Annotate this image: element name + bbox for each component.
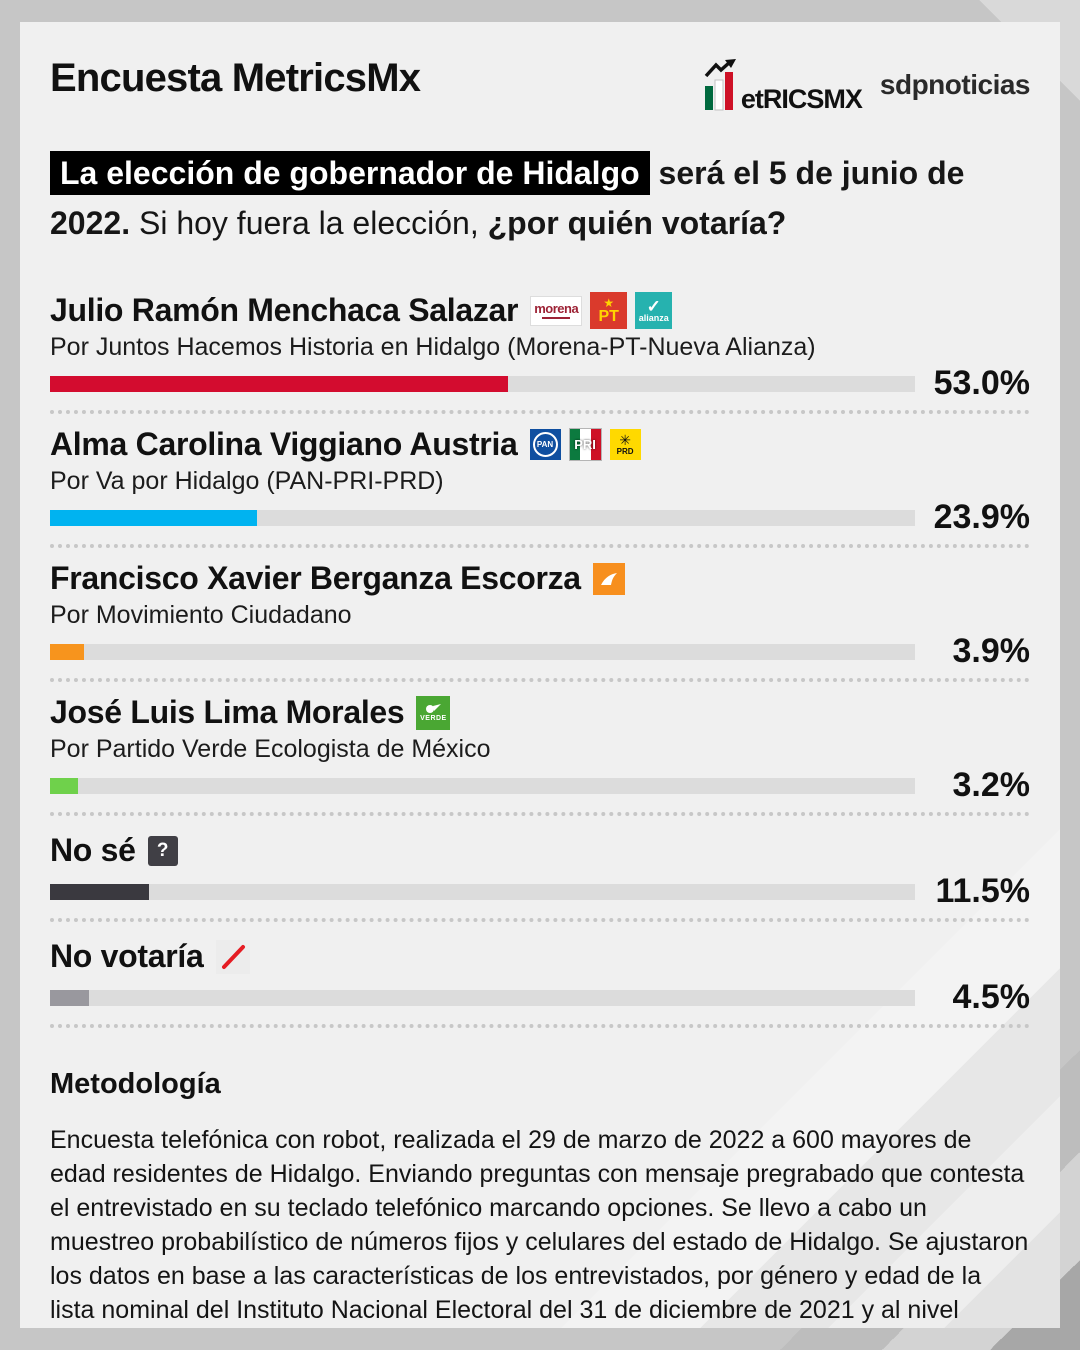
bar-track	[50, 884, 915, 900]
percentage-value: 11.5%	[935, 872, 1030, 910]
question-highlight: La elección de gobernador de Hidalgo	[50, 151, 650, 195]
slash-glyph	[221, 944, 245, 969]
sdpnoticias-logo: sdpnoticias	[879, 69, 1031, 100]
party-logos: morena ★ PT ✓ alianza	[530, 292, 673, 329]
question-bold-end: ¿por quién votaría?	[487, 205, 787, 241]
party-logos: PAN PRI ✳ PRD	[529, 428, 641, 461]
bar-track	[50, 510, 915, 526]
verde-wordmark: VERDE	[420, 714, 447, 722]
coalition-label: Por Movimiento Ciudadano	[50, 601, 352, 629]
card-corner-sheen	[480, 748, 1060, 1328]
prd-party-logo: ✳ PRD	[609, 429, 641, 460]
bar-row: 3.2%	[50, 766, 1031, 804]
morena-party-logo: morena	[530, 295, 583, 326]
candidate-name: José Luis Lima Morales	[50, 694, 405, 730]
party-logos: ?	[147, 835, 178, 866]
candidate-name-line: Alma Carolina Viggiano Austria PAN PRI ✳ PRD	[50, 426, 1030, 463]
pt-party-logo: ★ PT	[590, 292, 628, 329]
bar-row: 4.5%	[50, 978, 1031, 1016]
candidate-name-line: José Luis Lima Morales VERDE	[50, 694, 1030, 731]
metricsmx-wordmark: etRICSMX	[740, 84, 863, 114]
check-icon: ✓	[646, 296, 661, 316]
bar-fill	[50, 884, 150, 900]
bar-fill	[50, 510, 257, 526]
pan-circle-emblem: PAN	[532, 432, 558, 457]
morena-tagline-line	[542, 317, 571, 319]
bar-track	[50, 376, 915, 392]
bar-fill	[50, 990, 89, 1006]
candidate-name-line: No sé?	[50, 832, 1030, 869]
poll-content: Encuesta MetricsMx etRICSMX sdpnoticias …	[20, 22, 1060, 1328]
party-logos: VERDE	[416, 695, 451, 730]
candidate-name-line: Francisco Xavier Berganza Escorza	[50, 560, 1030, 597]
prd-wordmark: PRD	[616, 446, 634, 456]
bar-track	[50, 990, 915, 1006]
bar-row: 53.0%	[50, 364, 1030, 402]
candidate-name: Francisco Xavier Berganza Escorza	[50, 560, 581, 596]
page-title: Encuesta MetricsMx	[50, 56, 421, 100]
percentage-value: 53.0%	[933, 364, 1030, 402]
red-slash-icon	[215, 939, 250, 974]
result-row: No sé? 11.5%	[50, 816, 1030, 922]
percentage-value: 4.5%	[952, 978, 1031, 1016]
bar-track	[50, 644, 915, 660]
candidate-name: No votaría	[50, 938, 204, 974]
question-regular: Si hoy fuera la elección,	[130, 205, 488, 241]
pri-wordmark: PRI	[574, 437, 596, 452]
results-list: Julio Ramón Menchaca Salazar morena ★ PT ✓ al…	[50, 280, 1030, 1028]
partido-verde-party-logo: VERDE	[416, 695, 451, 730]
metricsmx-bars-arrow-icon	[704, 59, 736, 111]
bar-row: 3.9%	[50, 632, 1031, 670]
candidate-name: No sé	[50, 832, 136, 868]
coalition-label: Por Va por Hidalgo (PAN-PRI-PRD)	[50, 467, 444, 495]
star-icon: ★	[603, 295, 615, 310]
question-mark-icon: ?	[147, 835, 178, 866]
bar-fill	[50, 376, 509, 392]
sun-icon: ✳	[619, 431, 631, 448]
bar-row: 11.5%	[50, 872, 1030, 910]
morena-wordmark: morena	[534, 301, 579, 316]
pan-party-logo: PAN	[529, 429, 561, 460]
result-row: José Luis Lima Morales VERDE Por Partido V…	[50, 682, 1030, 816]
result-row: Francisco Xavier Berganza Escorza Por Mov…	[50, 548, 1030, 682]
percentage-value: 3.9%	[952, 632, 1031, 670]
bar-fill	[50, 778, 78, 794]
question-bold-date: será el 5 de junio de 2022.	[50, 155, 965, 241]
candidate-name: Alma Carolina Viggiano Austria	[50, 426, 518, 462]
toucan-icon	[425, 703, 441, 713]
percentage-value: 23.9%	[933, 498, 1030, 536]
percentage-value: 3.2%	[952, 766, 1031, 804]
header: Encuesta MetricsMx etRICSMX sdpnoticias	[50, 22, 1031, 114]
alianza-wordmark: alianza	[638, 312, 669, 323]
bar-fill	[50, 644, 84, 660]
brand-block: etRICSMX sdpnoticias	[703, 58, 1031, 114]
question-glyph: ?	[156, 839, 169, 861]
result-row: Alma Carolina Viggiano Austria PAN PRI ✳ PRD…	[50, 414, 1030, 548]
methodology-heading: Metodología	[50, 1068, 221, 1100]
party-logos	[592, 562, 625, 595]
poll-card: Encuesta MetricsMx etRICSMX sdpnoticias …	[20, 22, 1060, 1328]
candidate-name-line: No votaría	[50, 938, 1030, 975]
poll-question: La elección de gobernador de Hidalgo ser…	[50, 148, 1030, 248]
pt-wordmark: PT	[598, 307, 619, 325]
methodology-text: Encuesta telefónica con robot, realizada…	[50, 1126, 1029, 1324]
candidate-name: Julio Ramón Menchaca Salazar	[50, 292, 519, 328]
result-row: Julio Ramón Menchaca Salazar morena ★ PT ✓ al…	[50, 280, 1030, 414]
coalition-label: Por Partido Verde Ecologista de México	[50, 735, 491, 763]
movimiento-ciudadano-party-logo	[592, 562, 625, 595]
coalition-label: Por Juntos Hacemos Historia en Hidalgo (…	[50, 333, 816, 361]
bar-track	[50, 778, 915, 794]
party-logos	[215, 939, 250, 974]
result-row: No votaría 4.5%	[50, 922, 1030, 1028]
eagle-icon	[600, 572, 617, 585]
candidate-name-line: Julio Ramón Menchaca Salazar morena ★ PT ✓ al…	[50, 292, 1030, 329]
bar-row: 23.9%	[50, 498, 1030, 536]
metricsmx-logo: etRICSMX	[703, 58, 863, 114]
pri-party-logo: PRI	[568, 428, 602, 461]
nueva-alianza-party-logo: ✓ alianza	[635, 292, 673, 329]
